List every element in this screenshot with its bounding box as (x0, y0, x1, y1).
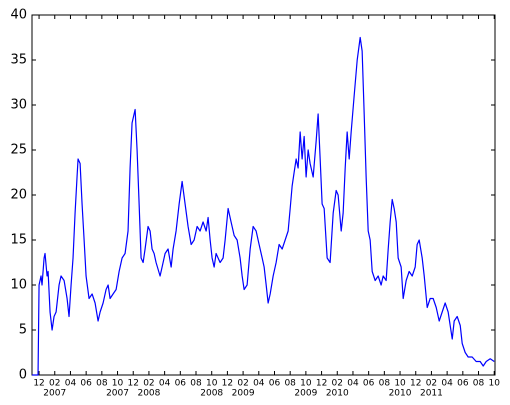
x-year-label: 2010 (389, 389, 412, 399)
x-tick-label: 12 (222, 379, 233, 389)
x-tick-label: 08 (190, 379, 202, 389)
plot-frame (31, 14, 496, 376)
x-tick-label: 02 (237, 379, 248, 389)
x-tick-label: 10 (206, 379, 218, 389)
y-tick-label: 5 (19, 323, 27, 338)
x-tick-label: 04 (441, 379, 453, 389)
y-tick-label: 15 (10, 233, 27, 248)
x-tick-label: 08 (284, 379, 296, 389)
x-tick-label: 10 (394, 379, 406, 389)
x-tick-label: 10 (112, 379, 124, 389)
x-tick-label: 08 (379, 379, 391, 389)
y-tick-label: 40 (10, 8, 27, 23)
x-tick-label: 12 (410, 379, 421, 389)
y-tick-label: 35 (10, 53, 27, 68)
x-tick-label: 08 (96, 379, 108, 389)
x-tick-label: 06 (80, 379, 92, 389)
x-tick-label: 06 (269, 379, 281, 389)
x-tick-label: 04 (253, 379, 265, 389)
y-tick-label: 30 (10, 98, 27, 113)
x-tick-label: 02 (332, 379, 343, 389)
x-tick-label: 10 (488, 379, 500, 389)
x-tick-label: 02 (49, 379, 60, 389)
x-tick-label: 06 (175, 379, 187, 389)
y-tick-label: 20 (10, 188, 27, 203)
x-tick-label: 12 (128, 379, 139, 389)
x-tick-label: 04 (65, 379, 77, 389)
x-tick-label: 06 (363, 379, 375, 389)
x-year-label: 2009 (232, 389, 255, 399)
x-year-label: 2010 (326, 389, 349, 399)
x-year-label: 2009 (294, 389, 317, 399)
y-tick-label: 25 (10, 143, 27, 158)
x-tick-label: 10 (300, 379, 312, 389)
x-tick-label: 04 (347, 379, 359, 389)
x-tick-label: 02 (143, 379, 154, 389)
x-year-label: 2011 (420, 389, 443, 399)
x-year-label: 2007 (43, 389, 66, 399)
x-year-label: 2008 (137, 389, 160, 399)
x-tick-label: 02 (426, 379, 437, 389)
y-tick-label: 10 (10, 278, 27, 293)
line (32, 36, 495, 376)
x-year-label: 2008 (200, 389, 223, 399)
x-tick-label: 12 (33, 379, 44, 389)
x-tick-label: 12 (316, 379, 327, 389)
x-tick-label: 04 (159, 379, 171, 389)
x-tick-label: 06 (457, 379, 469, 389)
y-tick-label: 0 (19, 368, 27, 383)
x-year-label: 2007 (106, 389, 129, 399)
x-tick-label: 08 (473, 379, 485, 389)
